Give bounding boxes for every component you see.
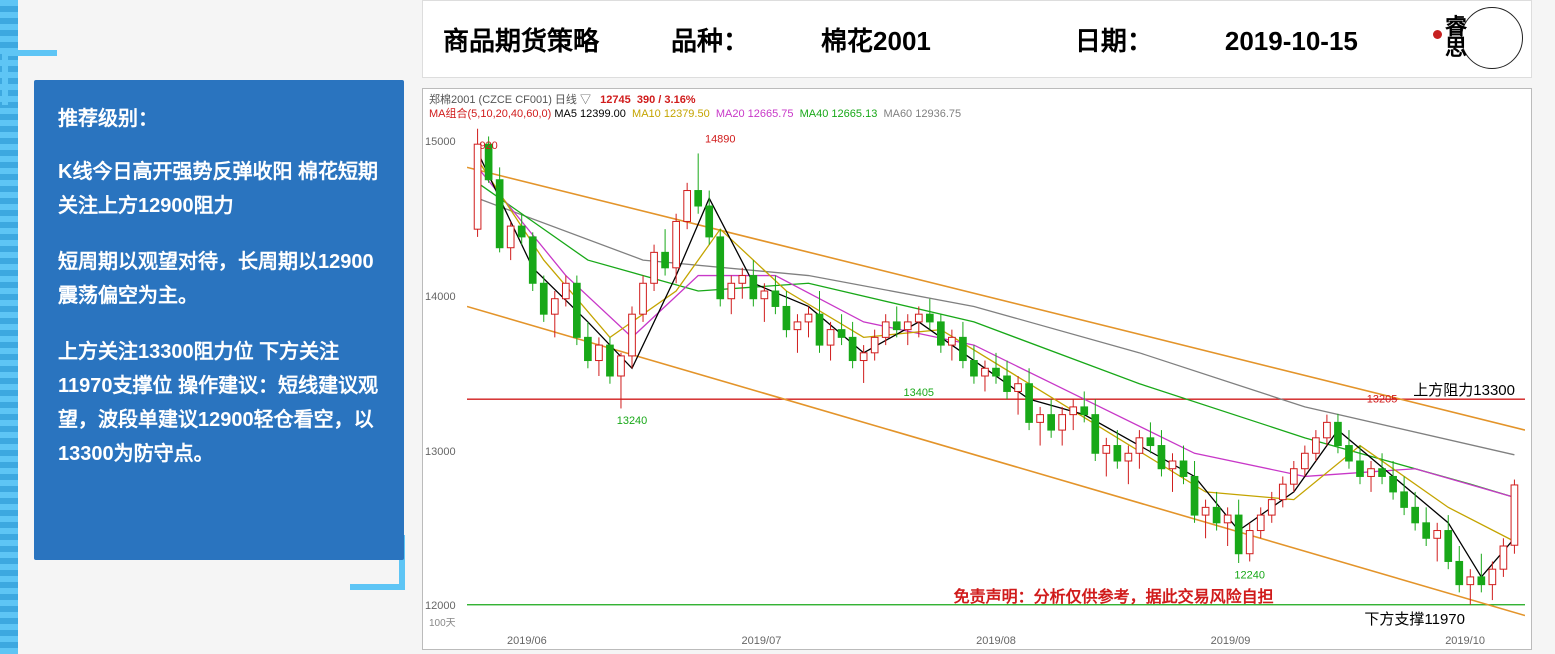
svg-text:13205: 13205: [1367, 393, 1397, 405]
header-title: 商品期货策略: [443, 21, 599, 58]
header-variety: 品种：棉花2001: [671, 21, 1003, 58]
page-header: 商品期货策略 品种：棉花2001 日期：2019-10-15 睿思: [422, 0, 1532, 78]
svg-text:920: 920: [479, 140, 497, 152]
support-label: 下方支撑11970: [1364, 608, 1465, 629]
disclaimer-text: 免责声明：分析仅供参考，据此交易风险自担: [954, 583, 1274, 607]
svg-text:13240: 13240: [617, 415, 647, 427]
period-label: 100天: [429, 614, 456, 629]
ma-indicator-row: MA组合(5,10,20,40,60,0) MA5 12399.00 MA10 …: [429, 105, 967, 121]
plot-area: 920 14890 13240 13405 12240 13205 上方阻力13300 下…: [467, 121, 1525, 631]
analysis-text: K线今日高开强势反弹收阳 棉花短期关注上方12900阻力短周期以观望对待，长周期…: [58, 155, 380, 471]
resistance-label: 上方阻力13300: [1413, 379, 1515, 400]
header-date: 日期：2019-10-15: [1075, 21, 1430, 58]
brand-logo: 睿思: [1461, 7, 1523, 69]
rating-stars: [158, 105, 170, 128]
x-axis: 2019/062019/072019/082019/092019/10: [467, 635, 1525, 647]
candlestick-chart: 郑棉2001 (CZCE CF001) 日线 ▽ 12745 390 / 3.1…: [422, 88, 1532, 650]
rating-row: 推荐级别：: [58, 102, 380, 131]
analysis-panel: 推荐级别： K线今日高开强势反弹收阳 棉花短期关注上方12900阻力短周期以观望…: [34, 80, 404, 560]
y-axis: 12000130001400015000: [425, 121, 465, 631]
chart-svg: 920 14890 13240 13405 12240 13205: [467, 121, 1525, 631]
svg-text:14890: 14890: [705, 134, 735, 146]
svg-text:12240: 12240: [1234, 569, 1264, 581]
rating-label: 推荐级别：: [58, 102, 158, 131]
svg-text:13405: 13405: [904, 387, 934, 399]
